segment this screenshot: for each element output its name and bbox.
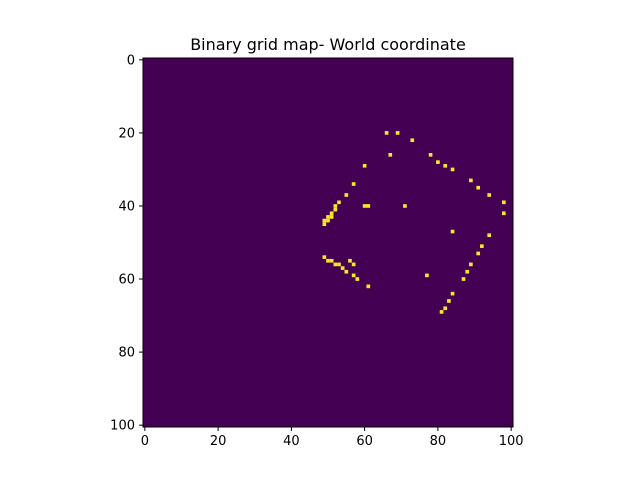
occupied-cell — [333, 207, 338, 212]
occupied-cell — [395, 131, 400, 135]
occupied-cell — [436, 160, 440, 164]
y-tick-label: 40 — [118, 199, 135, 214]
occupied-cell — [337, 262, 341, 267]
occupied-cell — [502, 200, 506, 205]
occupied-cell — [476, 251, 481, 256]
occupied-cell — [362, 204, 367, 208]
occupied-cell — [461, 277, 466, 281]
occupied-cell — [450, 229, 455, 234]
chart-title: Binary grid map- World coordinate — [190, 35, 466, 54]
occupied-cell — [340, 266, 345, 270]
x-tick-label: 100 — [499, 434, 524, 449]
occupied-cell — [362, 163, 367, 168]
occupied-cell — [351, 262, 356, 267]
occupied-cell — [469, 262, 473, 267]
x-axis: 0 20 40 60 80 100 — [141, 427, 524, 449]
occupied-cell — [403, 204, 407, 208]
y-tick-label: 0 — [127, 53, 135, 68]
occupied-cell — [326, 215, 330, 219]
occupied-cell — [447, 299, 451, 303]
occupied-cell — [502, 211, 506, 216]
y-axis: 0 20 40 60 80 100 — [110, 53, 143, 434]
occupied-cell — [487, 193, 492, 197]
occupied-cell — [344, 269, 349, 274]
occupied-cell — [329, 211, 334, 216]
occupied-cell — [333, 262, 338, 267]
plot-frame — [142, 57, 514, 428]
occupied-cell — [366, 284, 371, 289]
occupied-cell — [329, 258, 334, 263]
y-tick-label: 60 — [118, 273, 135, 288]
x-tick-label: 60 — [356, 434, 373, 449]
x-tick-label: 40 — [283, 434, 300, 449]
occupied-cell — [450, 167, 455, 172]
occupied-cell — [329, 215, 334, 219]
occupied-cell — [476, 185, 481, 190]
occupied-cell — [450, 291, 455, 296]
occupied-cell — [355, 277, 360, 281]
occupied-cell — [337, 200, 341, 205]
occupied-cell — [322, 255, 327, 259]
occupied-cell — [351, 273, 356, 278]
occupied-cell — [384, 131, 389, 135]
occupied-cell — [443, 163, 448, 168]
occupied-cell — [469, 178, 473, 183]
occupied-cell — [344, 193, 349, 197]
x-tick-label: 0 — [141, 434, 149, 449]
x-tick-label: 80 — [430, 434, 447, 449]
occupied-cell — [348, 258, 352, 263]
occupied-cell — [410, 138, 415, 143]
occupied-cell — [425, 273, 429, 278]
occupied-cell — [465, 269, 470, 274]
occupied-cell — [326, 218, 330, 223]
x-tick-label: 20 — [210, 434, 227, 449]
occupied-cell — [322, 222, 327, 227]
occupied-cell — [366, 204, 371, 208]
occupied-cell — [480, 244, 484, 248]
occupied-cell — [388, 152, 393, 157]
occupied-cell — [428, 152, 433, 157]
occupied-cell — [326, 258, 330, 263]
heatmap-background — [143, 58, 513, 427]
y-tick-label: 20 — [118, 126, 135, 141]
occupied-cell — [333, 204, 338, 208]
y-tick-label: 80 — [118, 346, 135, 361]
plot-area — [142, 57, 514, 428]
y-tick-label: 100 — [110, 419, 135, 434]
occupied-cell — [487, 233, 492, 238]
occupied-cell — [443, 306, 448, 311]
occupied-cell — [351, 182, 356, 186]
occupied-cell — [322, 218, 327, 223]
occupied-cell — [439, 310, 444, 314]
